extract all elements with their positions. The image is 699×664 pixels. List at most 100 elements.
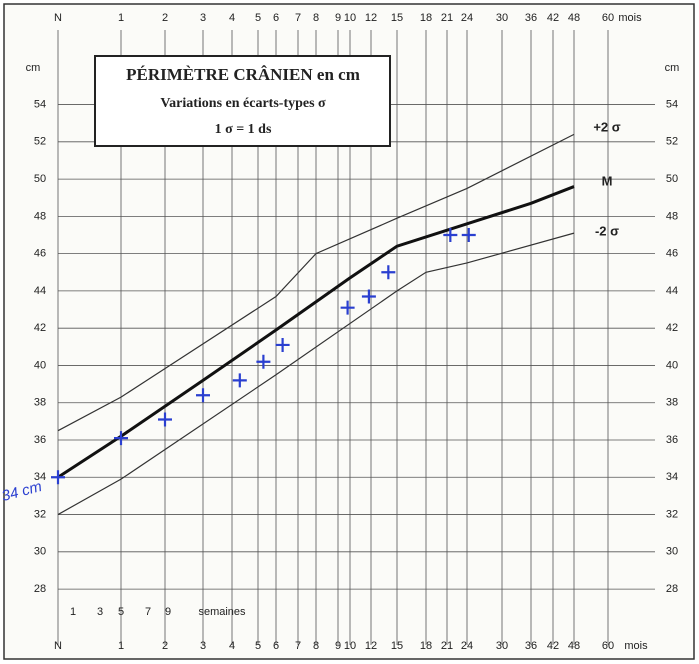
x-tick-label-top: 7 bbox=[295, 12, 301, 24]
x-axis-label: mois bbox=[624, 640, 648, 652]
x-tick-label: 1 bbox=[118, 640, 124, 652]
measurement bbox=[381, 265, 396, 280]
title-box bbox=[94, 55, 391, 147]
measurement bbox=[340, 300, 355, 315]
y-tick-label-right: 38 bbox=[666, 397, 678, 409]
x-tick-label-top: 9 bbox=[335, 12, 341, 24]
y-tick-label-right: 30 bbox=[666, 546, 678, 558]
y-tick-label: 34 bbox=[34, 471, 46, 483]
y-tick-label-right: 34 bbox=[666, 471, 678, 483]
x-tick-label-top: 36 bbox=[525, 12, 537, 24]
x-tick-label: 10 bbox=[344, 640, 356, 652]
curve bbox=[57, 185, 575, 479]
chart-title: PÉRIMÈTRE CRÂNIEN en cm bbox=[126, 65, 360, 84]
y-tick-label: 46 bbox=[34, 248, 46, 260]
x-tick-label-top: 1 bbox=[118, 12, 124, 24]
y-tick-label-right: 44 bbox=[666, 285, 678, 297]
x-tick-label: 3 bbox=[200, 640, 206, 652]
measurement bbox=[461, 228, 476, 242]
measurement bbox=[443, 228, 458, 242]
x-tick-label: 21 bbox=[441, 640, 453, 652]
measurement bbox=[256, 354, 271, 369]
x-tick-label: 42 bbox=[547, 640, 559, 652]
x-tick-label: 48 bbox=[568, 640, 580, 652]
y-tick-label: 48 bbox=[34, 210, 46, 222]
curve bbox=[57, 133, 575, 432]
x-tick-label: 5 bbox=[255, 640, 261, 652]
x-tick-label-top: 18 bbox=[420, 12, 432, 24]
x-tick-label: 7 bbox=[295, 640, 301, 652]
week-tick-label: 5 bbox=[118, 606, 124, 618]
y-tick-label: 52 bbox=[34, 136, 46, 148]
y-tick-label-right: 50 bbox=[666, 173, 678, 185]
week-tick-label: 1 bbox=[70, 606, 76, 618]
y-tick-label-right: 32 bbox=[666, 508, 678, 520]
x-tick-label: N bbox=[54, 640, 62, 652]
y-tick-label-right: 48 bbox=[666, 210, 678, 222]
x-tick-label-top: 48 bbox=[568, 12, 580, 24]
week-tick-label: 3 bbox=[97, 606, 103, 618]
x-tick-label: 24 bbox=[461, 640, 473, 652]
curve-label: +2 σ bbox=[593, 119, 620, 134]
measurement bbox=[196, 388, 210, 403]
x-tick-label: 15 bbox=[391, 640, 403, 652]
curves bbox=[51, 133, 575, 516]
x-tick-label-top: 24 bbox=[461, 12, 473, 24]
y-tick-label: 40 bbox=[34, 359, 46, 371]
x-tick-label-top: 12 bbox=[365, 12, 377, 24]
curve bbox=[57, 232, 575, 516]
curve-label: M bbox=[602, 173, 613, 188]
x-tick-label-top: 42 bbox=[547, 12, 559, 24]
y-tick-label: 50 bbox=[34, 173, 46, 185]
x-tick-label: 12 bbox=[365, 640, 377, 652]
measurement bbox=[361, 289, 376, 304]
week-tick-label: 7 bbox=[145, 606, 151, 618]
x-tick-label: 30 bbox=[496, 640, 508, 652]
week-label: semaines bbox=[198, 606, 246, 618]
x-tick-label-top: 5 bbox=[255, 12, 261, 24]
y-tick-label-right: 40 bbox=[666, 359, 678, 371]
x-tick-label-top: 15 bbox=[391, 12, 403, 24]
y-axis-label-right: cm bbox=[665, 62, 680, 74]
measurement bbox=[114, 431, 128, 446]
x-tick-label: 8 bbox=[313, 640, 319, 652]
y-tick-label-right: 28 bbox=[666, 583, 678, 595]
x-tick-label-top: 4 bbox=[229, 12, 235, 24]
x-tick-label: 2 bbox=[162, 640, 168, 652]
y-tick-label-right: 54 bbox=[666, 98, 678, 110]
x-tick-label: 9 bbox=[335, 640, 341, 652]
y-tick-label: 30 bbox=[34, 546, 46, 558]
week-tick-label: 9 bbox=[165, 606, 171, 618]
y-tick-label: 28 bbox=[34, 583, 46, 595]
x-tick-label: 6 bbox=[273, 640, 279, 652]
x-tick-label-top: 8 bbox=[313, 12, 319, 24]
x-tick-label-top: 30 bbox=[496, 12, 508, 24]
x-tick-label-top: 6 bbox=[273, 12, 279, 24]
y-tick-label-right: 46 bbox=[666, 248, 678, 260]
x-tick-label-top: 3 bbox=[200, 12, 206, 24]
x-tick-label-top: 21 bbox=[441, 12, 453, 24]
y-tick-label: 42 bbox=[34, 322, 46, 334]
y-tick-label: 44 bbox=[34, 285, 46, 297]
y-tick-label-right: 42 bbox=[666, 322, 678, 334]
y-tick-label-right: 36 bbox=[666, 434, 678, 446]
x-tick-label-top: N bbox=[54, 12, 62, 24]
y-tick-label: 54 bbox=[34, 98, 46, 110]
x-tick-label: 36 bbox=[525, 640, 537, 652]
subtitle: Variations en écarts-types σ bbox=[160, 96, 326, 111]
measurement bbox=[51, 470, 65, 485]
measurement bbox=[232, 373, 247, 388]
x-axis-label-top: mois bbox=[618, 12, 642, 24]
y-axis-label: cm bbox=[26, 62, 41, 74]
note: 1 σ = 1 ds bbox=[215, 122, 272, 137]
x-tick-label-top: 60 bbox=[602, 12, 614, 24]
measurement bbox=[275, 337, 290, 352]
x-tick-label: 60 bbox=[602, 640, 614, 652]
y-tick-label: 32 bbox=[34, 508, 46, 520]
x-tick-label-top: 2 bbox=[162, 12, 168, 24]
x-tick-label: 4 bbox=[229, 640, 235, 652]
x-tick-label: 18 bbox=[420, 640, 432, 652]
y-tick-label: 38 bbox=[34, 397, 46, 409]
y-tick-label: 36 bbox=[34, 434, 46, 446]
